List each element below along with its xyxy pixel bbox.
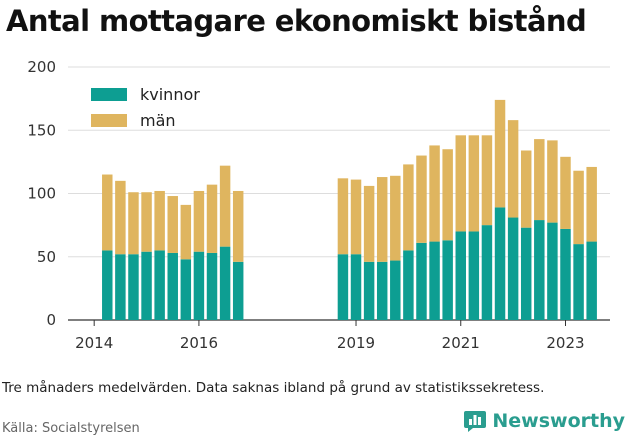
y-tick-label: 150 <box>27 121 56 139</box>
y-tick-label: 0 <box>46 311 56 329</box>
bar-man <box>154 190 165 251</box>
bar-kvinnor <box>442 240 453 320</box>
bar-kvinnor <box>350 254 362 320</box>
chart-title: Antal mottagare ekonomiskt bistånd <box>6 4 587 38</box>
x-tick-label: 2014 <box>75 334 113 352</box>
bar-kvinnor <box>128 254 139 320</box>
bar-kvinnor <box>547 222 558 320</box>
bar-man <box>573 170 584 245</box>
bar-man <box>390 175 401 261</box>
y-tick-label: 200 <box>27 58 56 76</box>
y-tick-label: 100 <box>27 185 56 203</box>
brand-name: Newsworthy <box>492 410 625 432</box>
legend: kvinnor män <box>91 85 200 130</box>
bar-kvinnor <box>115 254 126 320</box>
bar-kvinnor <box>167 252 178 320</box>
y-axis-ticks: 0 50 100 150 200 <box>27 58 56 329</box>
x-tick-label: 2023 <box>546 334 584 352</box>
bar-kvinnor <box>534 220 545 320</box>
bar-kvinnor <box>154 250 165 320</box>
bar-kvinnor <box>520 227 532 320</box>
bar-man <box>167 196 178 253</box>
bar-kvinnor <box>141 251 152 320</box>
bar-man <box>376 177 388 262</box>
bar-man <box>337 178 349 255</box>
bar-kvinnor <box>586 241 597 320</box>
bar-man <box>416 155 427 243</box>
bar-man <box>115 180 126 255</box>
x-tick-label: 2019 <box>337 334 375 352</box>
legend-swatch <box>91 114 127 127</box>
bar-man <box>141 192 152 252</box>
bar-kvinnor <box>573 244 584 320</box>
bar-man <box>586 166 597 242</box>
source-text: Källa: Socialstyrelsen <box>2 421 140 436</box>
legend-label: kvinnor <box>140 85 200 104</box>
x-tick-label: 2016 <box>180 334 218 352</box>
bar-kvinnor <box>206 252 218 320</box>
bar-man <box>350 179 362 255</box>
bar-kvinnor <box>193 251 205 320</box>
y-tick-label: 50 <box>37 248 56 266</box>
bar-kvinnor <box>494 207 506 320</box>
bar-man <box>507 120 519 218</box>
bar-kvinnor <box>390 260 401 320</box>
bar-man <box>442 149 453 241</box>
bar-man <box>102 174 113 251</box>
bar-man <box>180 204 192 260</box>
bar-man <box>429 145 440 242</box>
bar-man <box>534 139 545 221</box>
bar-kvinnor <box>219 246 231 320</box>
chart-note: Tre månaders medelvärden. Data saknas ib… <box>2 380 545 396</box>
x-axis-ticks: 2014 2016 2019 2021 2023 <box>75 320 585 352</box>
bar-kvinnor <box>429 241 440 320</box>
bar-kvinnor <box>102 250 113 320</box>
legend-swatch <box>91 88 127 101</box>
bar-man <box>547 140 558 223</box>
bars <box>102 99 597 320</box>
bar-kvinnor <box>560 228 571 320</box>
bar-man <box>468 135 480 232</box>
bar-man <box>232 190 244 262</box>
bar-man <box>193 190 205 252</box>
bar-kvinnor <box>481 225 493 320</box>
bar-kvinnor <box>363 261 375 320</box>
bar-kvinnor <box>403 250 414 320</box>
brand-logo[interactable]: Newsworthy <box>463 409 625 433</box>
bar-kvinnor <box>232 261 244 320</box>
bar-man <box>403 164 414 251</box>
x-tick-label: 2021 <box>442 334 480 352</box>
legend-label: män <box>140 111 176 130</box>
bar-man <box>363 185 375 262</box>
bar-kvinnor <box>376 261 388 320</box>
bar-man <box>560 156 571 229</box>
bar-man <box>520 150 532 228</box>
bar-man <box>219 165 231 247</box>
bar-man <box>494 99 506 208</box>
bar-man <box>206 184 218 253</box>
newsworthy-logo-icon <box>464 411 487 432</box>
bar-kvinnor <box>455 231 466 320</box>
bar-chart: 0 50 100 150 200 2014 2016 2019 2021 2023 kvinno… <box>27 58 610 352</box>
bar-kvinnor <box>180 259 192 320</box>
bar-man <box>128 192 139 255</box>
bar-man <box>455 135 466 232</box>
bar-kvinnor <box>416 242 427 320</box>
bar-kvinnor <box>468 231 480 320</box>
bar-kvinnor <box>337 254 349 320</box>
bar-man <box>481 135 493 226</box>
bar-kvinnor <box>507 217 519 320</box>
